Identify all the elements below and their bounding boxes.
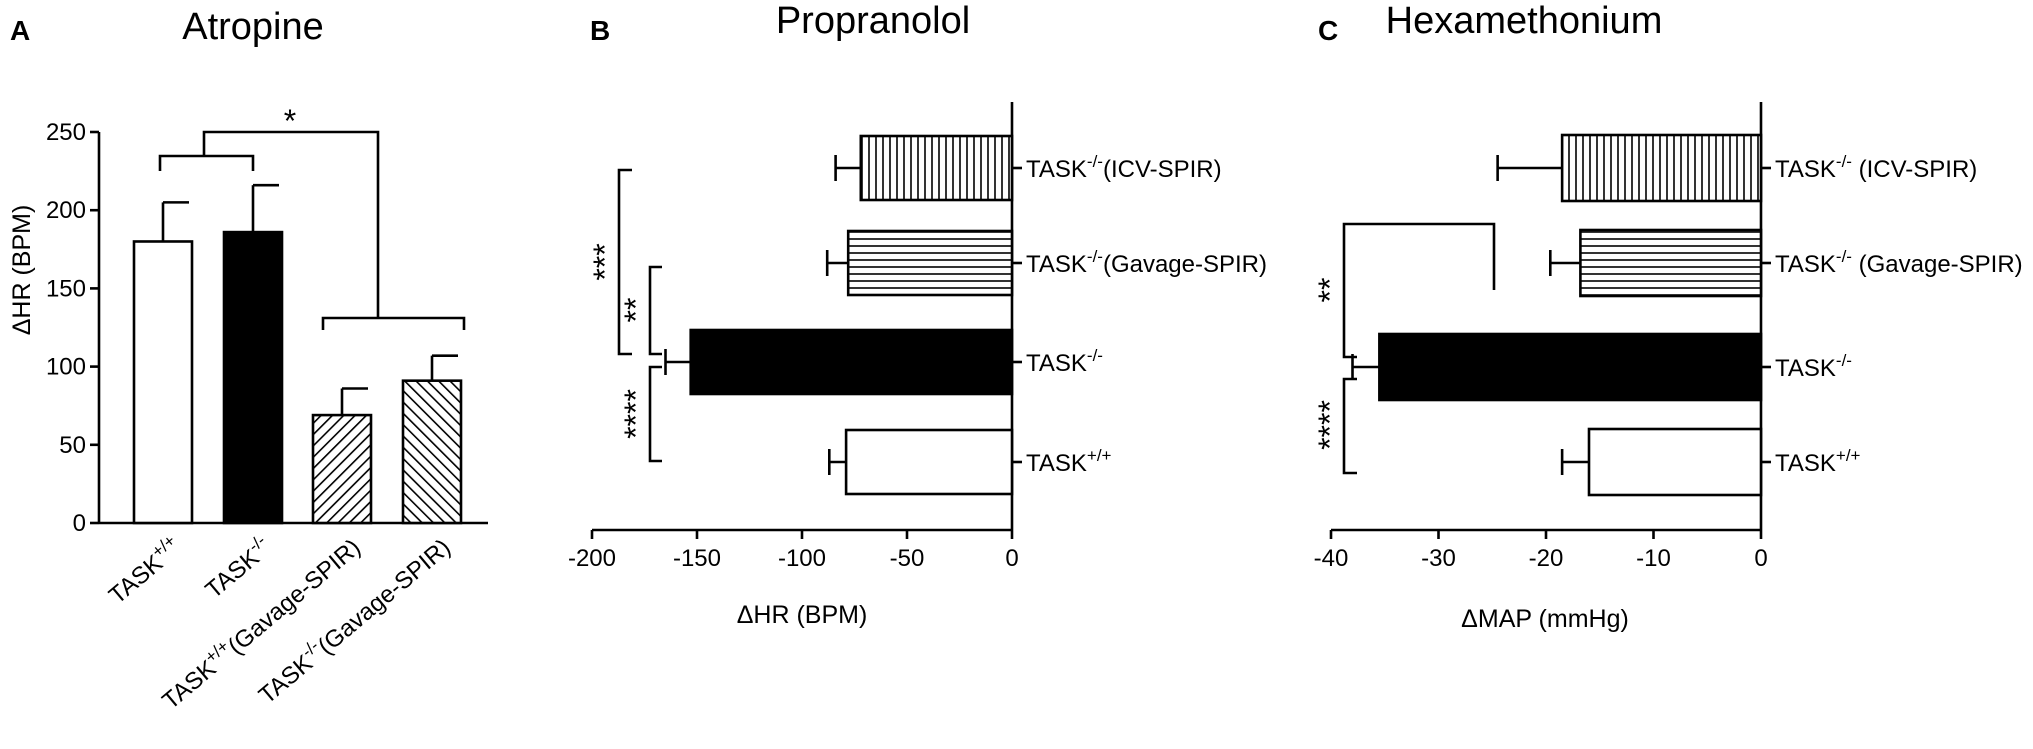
panel-c-letter: C bbox=[1318, 15, 1338, 46]
x-tick-label: -50 bbox=[890, 545, 925, 572]
category-label: TASK+/+ bbox=[1775, 446, 1861, 477]
x-tick-label: TASK-/- bbox=[198, 531, 277, 604]
significance-bracket bbox=[158, 154, 255, 171]
significance-label: **** bbox=[618, 389, 654, 439]
x-tick-label: TASK+/+ bbox=[101, 531, 186, 610]
bar bbox=[311, 413, 373, 525]
x-tick-label: 0 bbox=[1754, 545, 1767, 572]
y-tick-label: 50 bbox=[59, 432, 86, 459]
x-tick-label: -10 bbox=[1636, 545, 1671, 572]
bar bbox=[859, 134, 1014, 202]
x-tick-label: -150 bbox=[673, 545, 721, 572]
category-label: TASK-/-(Gavage-SPIR) bbox=[1026, 247, 1267, 278]
category-label: TASK-/- bbox=[1775, 351, 1852, 382]
x-tick-label: -200 bbox=[568, 545, 616, 572]
significance-label: ** bbox=[618, 298, 654, 323]
x-tick-label: -100 bbox=[778, 545, 826, 572]
panel-c-x-axis-title: ΔMAP (mmHg) bbox=[1461, 605, 1629, 633]
bar bbox=[846, 229, 1014, 297]
significance-bracket bbox=[202, 130, 380, 318]
significance-bracket bbox=[648, 265, 662, 356]
category-label: TASK-/- (Gavage-SPIR) bbox=[1775, 247, 2023, 278]
panel-b-title: Propranolol bbox=[776, 0, 970, 42]
significance-bracket bbox=[1342, 222, 1496, 359]
significance-bracket bbox=[1342, 377, 1357, 475]
bar bbox=[1378, 332, 1763, 402]
panel-a-significance: * bbox=[158, 103, 466, 330]
x-tick-label: 0 bbox=[1005, 545, 1018, 572]
category-label: TASK-/-(ICV-SPIR) bbox=[1026, 152, 1222, 183]
bar bbox=[1579, 228, 1763, 298]
panel-a-y-axis-title: ΔHR (BPM) bbox=[8, 205, 36, 336]
panel-b-x-axis-title: ΔHR (BPM) bbox=[737, 601, 868, 629]
significance-label: **** bbox=[1312, 400, 1348, 450]
x-tick-label: -20 bbox=[1529, 545, 1564, 572]
panel-c-bars bbox=[1351, 133, 1763, 497]
bar bbox=[401, 379, 463, 525]
significance-label: ** bbox=[1312, 278, 1348, 303]
category-label: TASK-/- bbox=[1026, 346, 1103, 377]
y-tick-label: 0 bbox=[73, 510, 86, 537]
bar bbox=[1560, 133, 1763, 203]
panel-a-bars bbox=[132, 183, 463, 525]
panel-a-y-ticks: 0 50 100 150 200 250 bbox=[46, 119, 99, 537]
y-tick-label: 200 bbox=[46, 197, 86, 224]
bar bbox=[844, 428, 1014, 496]
panel-c-significance: ****** bbox=[1312, 222, 1496, 475]
panel-c-category-labels: TASK-/- (ICV-SPIR) TASK-/- (Gavage-SPIR) T… bbox=[1761, 152, 2023, 477]
bar bbox=[1587, 427, 1763, 497]
bar bbox=[689, 328, 1014, 396]
x-tick-label: -30 bbox=[1421, 545, 1456, 572]
panel-c-title: Hexamethonium bbox=[1386, 0, 1663, 42]
category-label: TASK+/+ bbox=[1026, 446, 1112, 477]
category-label: TASK-/- (ICV-SPIR) bbox=[1775, 152, 1977, 183]
bar bbox=[222, 230, 284, 525]
y-tick-label: 150 bbox=[46, 275, 86, 302]
panel-b-letter: B bbox=[590, 15, 610, 46]
panel-b: B Propranolol ΔHR (BPM) -200 -150 -100 -50 0… bbox=[568, 0, 1267, 629]
panel-a-title: Atropine bbox=[182, 6, 324, 48]
panel-b-bars bbox=[664, 134, 1014, 496]
y-tick-label: 250 bbox=[46, 119, 86, 146]
panel-a-letter: A bbox=[10, 15, 30, 46]
panel-b-x-ticks: -200 -150 -100 -50 0 bbox=[568, 530, 1019, 572]
significance-label: *** bbox=[587, 243, 623, 280]
panel-a-x-tick-labels: TASK+/+ TASK-/-TASK+/+(Gavage-SPIR)TASK-/… bbox=[101, 531, 456, 715]
bar bbox=[132, 240, 194, 525]
panel-c: C Hexamethonium ΔMAP (mmHg) -40 -30 -20 -10… bbox=[1312, 0, 2023, 633]
significance-bracket bbox=[617, 168, 632, 356]
significance-label: * bbox=[284, 103, 296, 139]
significance-bracket bbox=[321, 316, 466, 330]
panel-b-significance: ********* bbox=[587, 168, 662, 463]
x-tick-label: -40 bbox=[1314, 545, 1349, 572]
significance-bracket bbox=[648, 365, 662, 463]
panel-c-x-ticks: -40 -30 -20 -10 0 bbox=[1314, 530, 1768, 572]
panel-a: A Atropine ΔHR (BPM) 0 50 100 150 200 250 TAS… bbox=[8, 6, 488, 715]
panel-b-category-labels: TASK-/-(ICV-SPIR) TASK-/-(Gavage-SPIR) TAS… bbox=[1012, 152, 1267, 477]
y-tick-label: 100 bbox=[46, 354, 86, 381]
